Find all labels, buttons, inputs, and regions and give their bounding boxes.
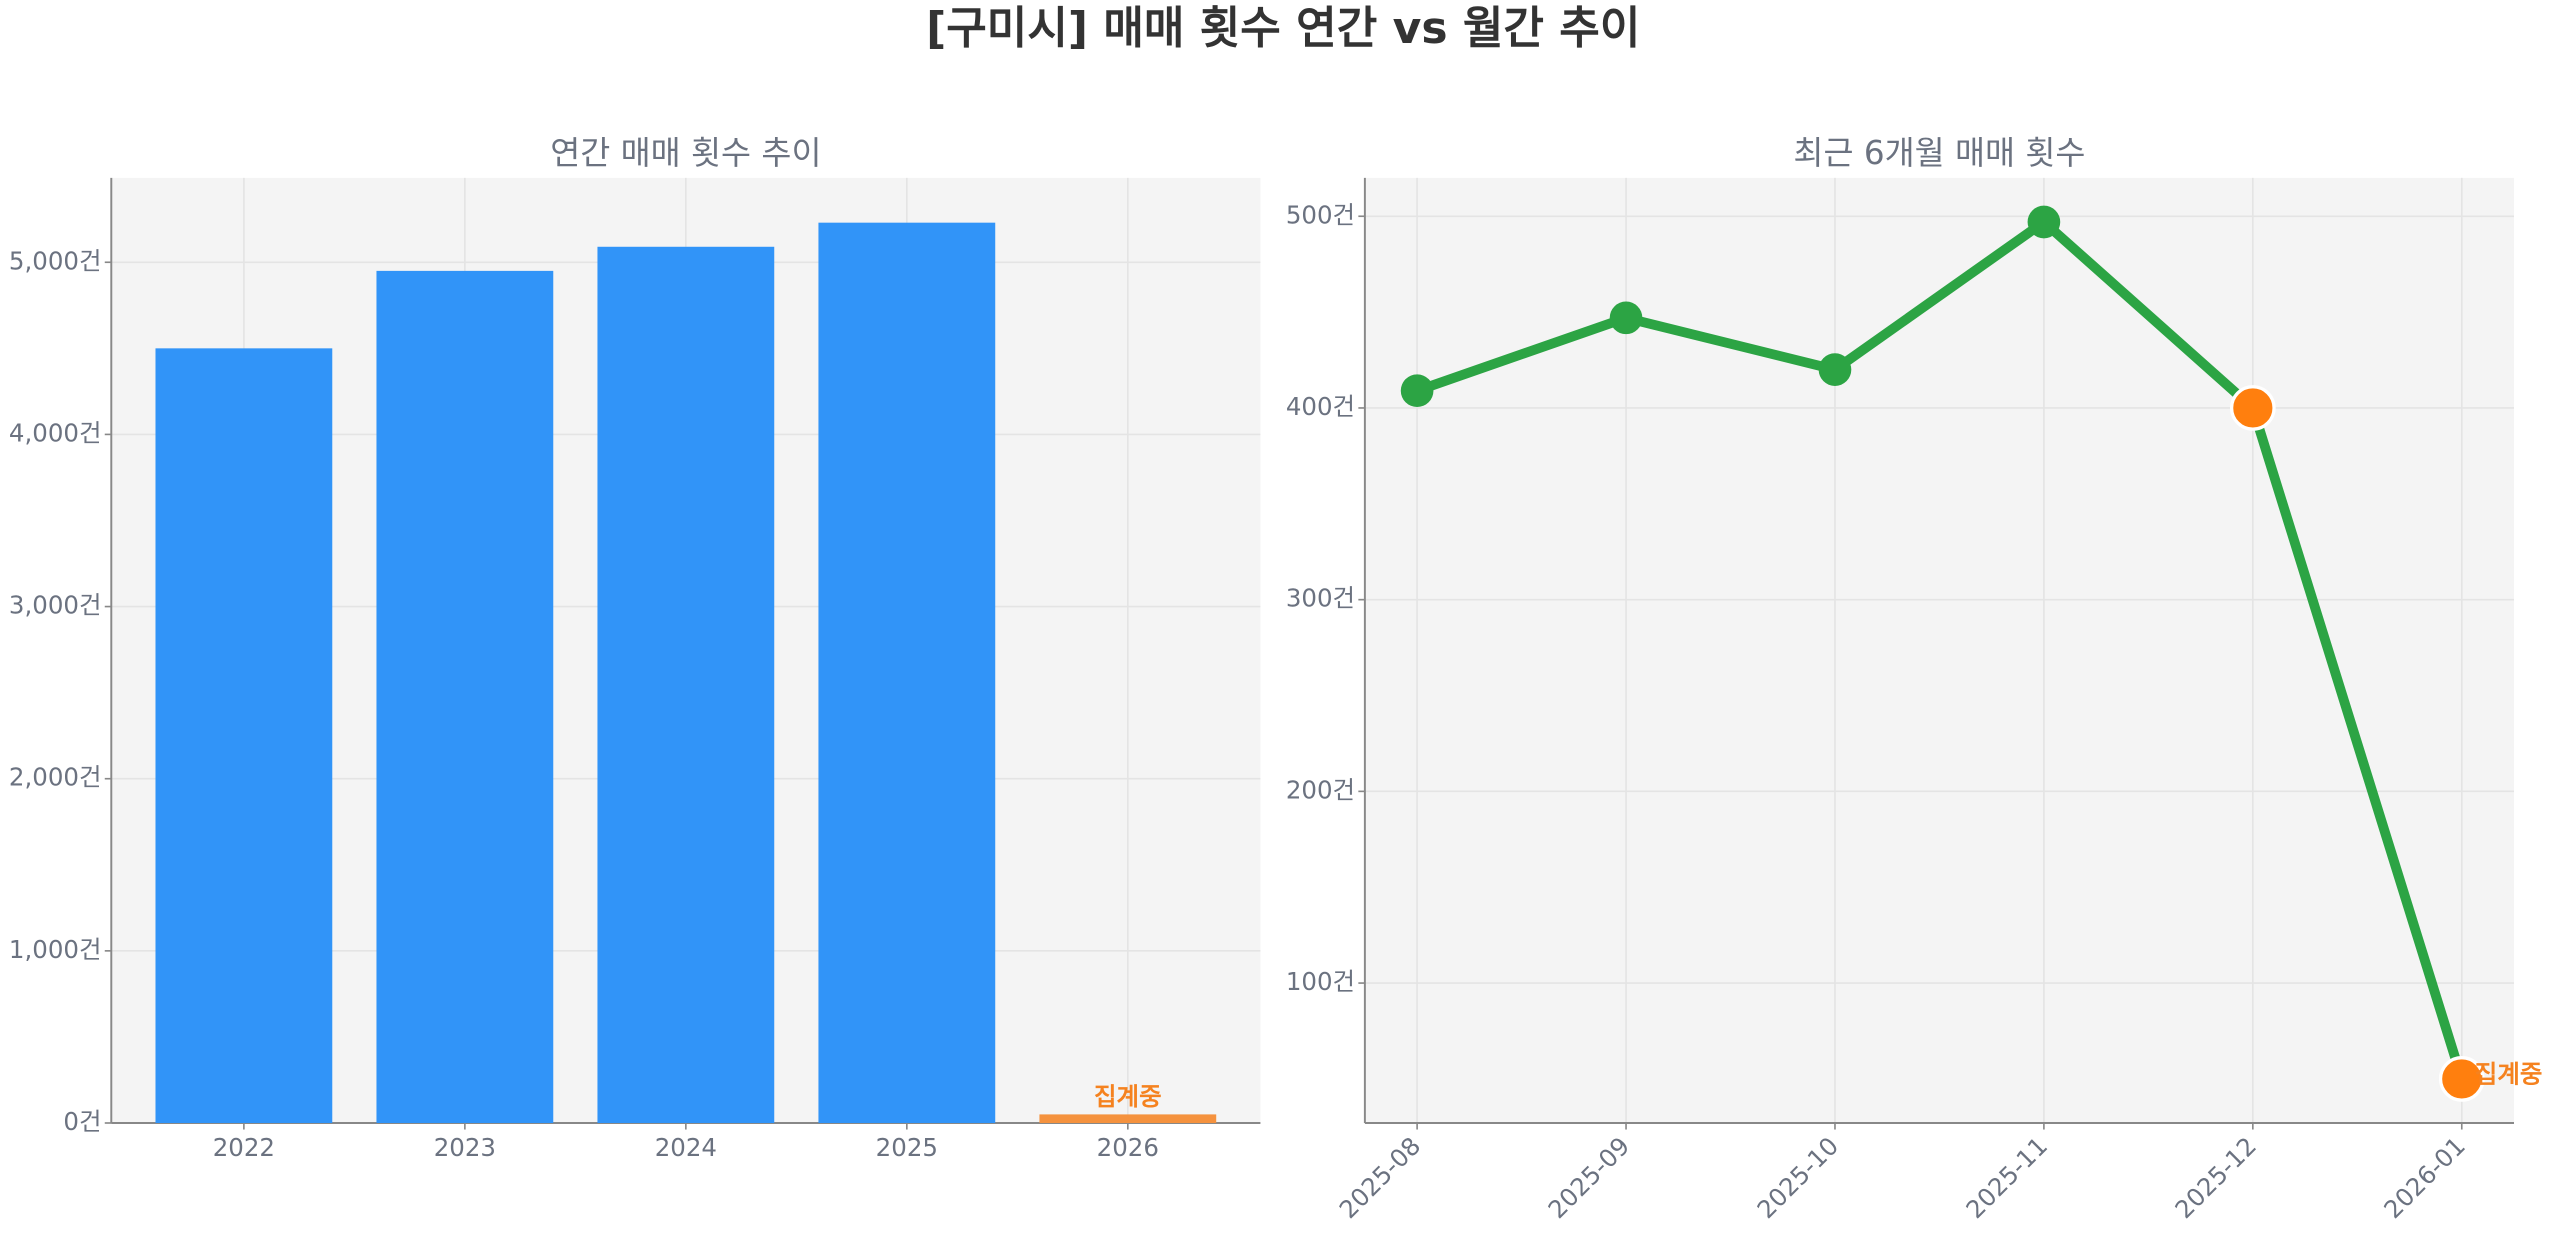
x-tick-label: 2025-10	[1751, 1131, 1844, 1224]
x-tick-label: 2023	[434, 1133, 496, 1162]
x-tick-label: 2022	[213, 1133, 275, 1162]
marker	[2027, 205, 2061, 239]
line	[1415, 217, 2467, 1081]
marker	[1609, 301, 1643, 335]
y-tick-label: 5,000건	[9, 246, 102, 275]
plot-area	[1364, 177, 2514, 1124]
x-tick-label: 2025-12	[2169, 1131, 2262, 1224]
x-tick-label: 2024	[655, 1133, 717, 1162]
y-tick-label: 4,000건	[9, 418, 102, 447]
marker	[2229, 385, 2276, 431]
x-tick-label: 2026-01	[2378, 1131, 2471, 1224]
bar	[155, 348, 333, 1124]
y-tick-label: 400건	[1286, 392, 1355, 421]
x-tick-label: 2025	[876, 1133, 938, 1162]
y-tick-label: 0건	[63, 1107, 101, 1136]
bar	[818, 222, 996, 1124]
marker	[2438, 1056, 2485, 1102]
x-tick-label: 2025-09	[1542, 1131, 1635, 1224]
y-tick-label: 3,000건	[9, 591, 102, 620]
bar	[376, 270, 554, 1124]
x-tick-label: 2026	[1097, 1133, 1159, 1162]
figure-title: [구미시] 매매 횟수 연간 vs 월간 추이	[926, 3, 1640, 54]
bar	[597, 246, 775, 1124]
y-tick-label: 1,000건	[9, 935, 102, 964]
x-tick-label: 2025-11	[1960, 1131, 2053, 1224]
bar	[1039, 1114, 1217, 1124]
annotation: 집계중	[2475, 1060, 2543, 1089]
chart-title: 연간 매매 횟수 추이	[550, 134, 821, 172]
y-tick-label: 500건	[1286, 200, 1355, 229]
marker	[1818, 353, 1852, 386]
marker	[1400, 374, 1434, 408]
y-tick-label: 300건	[1286, 584, 1355, 613]
annotation: 집계중	[1094, 1082, 1162, 1111]
y-tick-label: 200건	[1286, 775, 1355, 804]
chart-title: 최근 6개월 매매 횟수	[1793, 134, 2085, 172]
y-tick-label: 2,000건	[9, 763, 102, 792]
x-tick-label: 2025-08	[1333, 1131, 1426, 1224]
y-tick-label: 100건	[1286, 967, 1355, 996]
